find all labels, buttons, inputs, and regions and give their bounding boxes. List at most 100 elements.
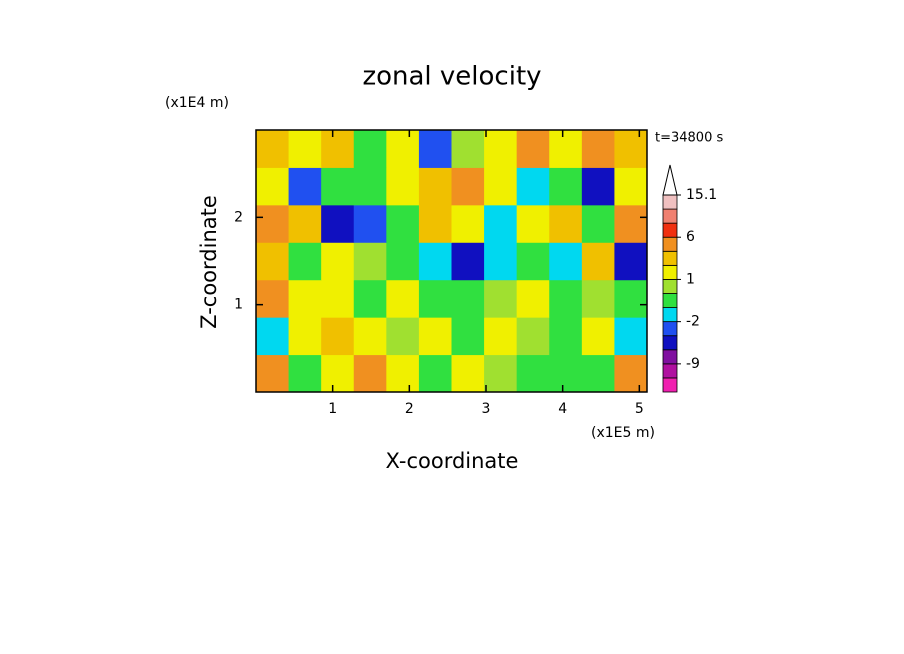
contour-cell (516, 317, 550, 356)
contour-cell (418, 204, 452, 243)
colorbar-box (662, 222, 678, 238)
contour-cell (353, 242, 387, 281)
contour-cell (484, 354, 518, 393)
x-tick-label: 3 (482, 401, 491, 417)
x-tick-label: 2 (405, 401, 414, 417)
contour-cell (418, 279, 452, 318)
colorbar-box (662, 279, 678, 294)
contour-cell (386, 317, 420, 356)
contour-cell (321, 242, 355, 281)
y-axis-title: Z-coordinate (197, 195, 221, 329)
contour-cell (256, 242, 290, 281)
y-tick-label: 2 (234, 209, 243, 225)
colorbar-box (662, 194, 678, 210)
contour-cell (353, 317, 387, 356)
colorbar-box (662, 321, 678, 337)
contour-cell (451, 279, 485, 318)
contour-cell (549, 130, 583, 168)
contour-cell (614, 130, 648, 168)
contour-cell (516, 130, 550, 168)
contour-cell (581, 130, 615, 168)
contour-cell (581, 354, 615, 393)
colorbar-box (662, 307, 678, 323)
contour-cell (484, 167, 518, 206)
contour-cell (288, 204, 322, 243)
contour-cell (484, 204, 518, 243)
contour-cell (386, 242, 420, 281)
contour-cell (581, 242, 615, 281)
x-tick-label: 5 (635, 401, 644, 417)
contour-cell (549, 242, 583, 281)
colorbar-tick-label: 15.1 (686, 187, 717, 203)
contour-cell (321, 167, 355, 206)
contour-cell (451, 167, 485, 206)
colorbar-tick-label: -9 (686, 356, 700, 372)
colorbar-box (662, 363, 678, 379)
contour-cell (321, 279, 355, 318)
contour-cell (614, 279, 648, 318)
contour-cell (353, 354, 387, 393)
contour-cell (386, 130, 420, 168)
contour-cell (256, 354, 290, 393)
chart-title: zonal velocity (362, 62, 541, 92)
contour-cell (581, 204, 615, 243)
contour-cell (288, 354, 322, 393)
contour-cell (353, 167, 387, 206)
contour-cell (581, 167, 615, 206)
contour-cell (288, 130, 322, 168)
contour-cell (451, 354, 485, 393)
contour-cell (549, 354, 583, 393)
contour-cell (353, 279, 387, 318)
contour-cell (614, 317, 648, 356)
contour-cell (386, 279, 420, 318)
colorbar-box (662, 377, 678, 393)
contour-cell (516, 279, 550, 318)
contour-cell (386, 204, 420, 243)
contour-cell (484, 242, 518, 281)
contour-cell (288, 317, 322, 356)
contour-cell (581, 317, 615, 356)
contour-cell (256, 317, 290, 356)
x-tick-label: 1 (328, 401, 337, 417)
colorbar-box (662, 335, 678, 351)
contour-cell (386, 354, 420, 393)
contour-cell (451, 242, 485, 281)
contour-cell (321, 317, 355, 356)
contour-cell (484, 130, 518, 168)
colorbar-tick-label: -2 (686, 314, 700, 330)
contour-cell (549, 279, 583, 318)
contour-cell (321, 130, 355, 168)
contour-cell (353, 130, 387, 168)
colorbar-tick-label: 6 (686, 229, 695, 245)
contour-cell (256, 279, 290, 318)
contour-cell (614, 167, 648, 206)
contour-cell (386, 167, 420, 206)
contour-cell (614, 354, 648, 393)
time-label: t=34800 s (655, 131, 723, 146)
y-tick-label: 1 (234, 297, 243, 313)
contour-cell (451, 130, 485, 168)
contour-cell (288, 242, 322, 281)
x-axis-title: X-coordinate (386, 449, 519, 473)
contour-cell (484, 279, 518, 318)
plot-frame (255, 129, 648, 393)
colorbar-box (662, 293, 678, 308)
contour-cell (418, 317, 452, 356)
contour-cell (418, 242, 452, 281)
contour-cell (256, 130, 290, 168)
x-unit: (x1E5 m) (591, 425, 655, 441)
colorbar-box (662, 349, 678, 365)
contour-cell (451, 204, 485, 243)
contour-cell (451, 317, 485, 356)
contour-cell (549, 167, 583, 206)
colorbar-box (662, 264, 678, 280)
contour-cell (484, 317, 518, 356)
contour-cell (418, 130, 452, 168)
contour-cell (516, 354, 550, 393)
colorbar-box (662, 236, 678, 252)
y-unit: (x1E4 m) (165, 95, 229, 111)
x-tick-label: 4 (558, 401, 567, 417)
contour-cell (549, 317, 583, 356)
colorbar-tick-label: 1 (686, 271, 695, 287)
